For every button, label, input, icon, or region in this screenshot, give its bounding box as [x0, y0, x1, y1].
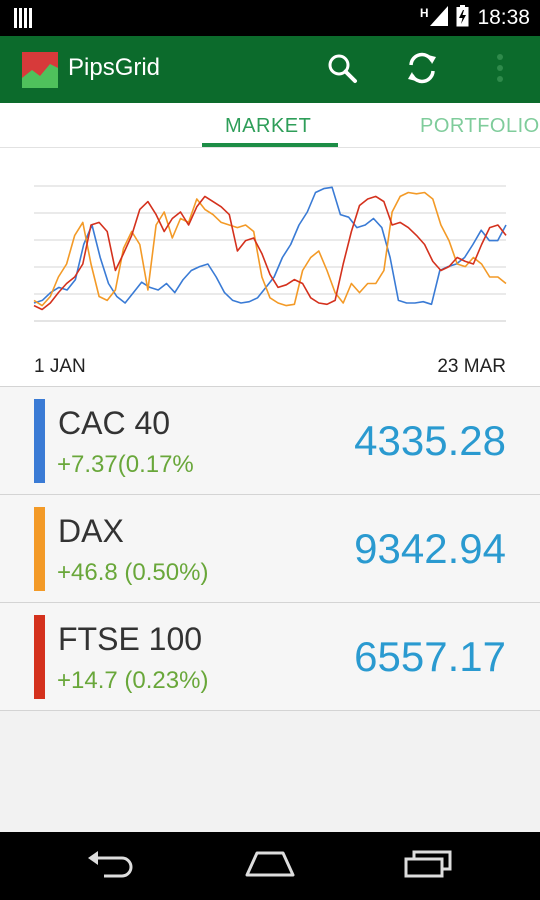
- index-change: +46.8 (0.50%): [57, 559, 209, 586]
- signal-icon: [430, 6, 449, 30]
- app-title: PipsGrid: [68, 54, 161, 81]
- index-change: +7.37(0.17%: [57, 451, 194, 478]
- index-value: 6557.17: [354, 633, 506, 680]
- back-button[interactable]: [82, 848, 142, 884]
- navigation-bar: [0, 832, 540, 900]
- index-change: +14.7 (0.23%): [57, 667, 209, 694]
- index-row-dax[interactable]: DAX +46.8 (0.50%) 9342.94: [0, 494, 540, 602]
- back-icon: [86, 850, 138, 882]
- tab-bar: MARKET PORTFOLIO: [0, 103, 540, 149]
- index-name: CAC 40: [58, 405, 171, 441]
- network-type-label: H: [419, 6, 429, 20]
- index-row-cac40[interactable]: CAC 40 +7.37(0.17% 4335.28: [0, 386, 540, 494]
- index-value: 4335.28: [354, 417, 506, 464]
- home-icon: [243, 850, 297, 882]
- notification-icon: [14, 8, 36, 32]
- x-axis-end-label: 23 MAR: [437, 356, 506, 377]
- search-button[interactable]: [322, 50, 362, 90]
- chart-svg: [33, 185, 507, 322]
- chart-series-line: [33, 195, 507, 311]
- x-axis-start-label: 1 JAN: [34, 356, 86, 377]
- index-value: 9342.94: [354, 525, 506, 572]
- series-color-swatch: [34, 615, 45, 699]
- refresh-icon: [405, 51, 439, 89]
- recents-icon: [403, 849, 453, 883]
- status-time: 18:38: [477, 6, 530, 29]
- refresh-button[interactable]: [402, 50, 442, 90]
- app-bar: PipsGrid: [0, 36, 540, 103]
- chart-series-line: [33, 186, 507, 306]
- battery-icon: [456, 5, 469, 31]
- recents-button[interactable]: [398, 848, 458, 884]
- index-list: CAC 40 +7.37(0.17% 4335.28 DAX +46.8 (0.…: [0, 386, 540, 711]
- index-name: FTSE 100: [58, 621, 203, 657]
- tab-portfolio[interactable]: PORTFOLIO: [420, 115, 540, 137]
- market-chart[interactable]: 1 JAN 23 MAR: [0, 148, 540, 386]
- chart-series-line: [33, 191, 507, 307]
- search-icon: [326, 52, 358, 88]
- status-bar: H 18:38: [0, 0, 540, 36]
- tab-indicator: [202, 143, 338, 147]
- series-color-swatch: [34, 399, 45, 483]
- home-button[interactable]: [240, 848, 300, 884]
- index-name: DAX: [58, 513, 124, 549]
- overflow-menu-icon: [496, 53, 504, 87]
- overflow-menu-button[interactable]: [480, 50, 520, 90]
- app-logo-icon: [22, 52, 58, 88]
- index-row-ftse100[interactable]: FTSE 100 +14.7 (0.23%) 6557.17: [0, 602, 540, 711]
- series-color-swatch: [34, 507, 45, 591]
- tab-market[interactable]: MARKET: [225, 115, 312, 137]
